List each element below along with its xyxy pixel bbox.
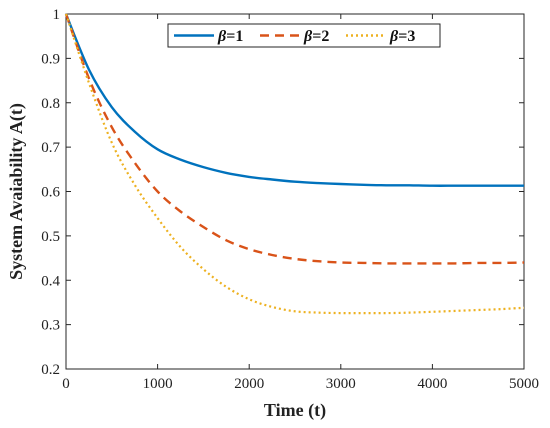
legend-label-3: β=3 — [389, 28, 415, 45]
y-tick-label: 0.3 — [41, 318, 60, 334]
x-tick-label: 1000 — [143, 376, 173, 392]
y-axis-title: System Avaiability A(t) — [6, 103, 27, 280]
legend-label-1: β=1 — [217, 28, 243, 45]
y-tick-label: 0.7 — [41, 140, 60, 156]
legend-box — [167, 23, 441, 48]
x-tick-label: 3000 — [326, 376, 356, 392]
y-tick-label: 0.9 — [41, 51, 60, 67]
series-line-1 — [64, 13, 524, 187]
y-tick-label: 0.2 — [41, 362, 60, 378]
series-lines — [64, 13, 525, 315]
y-tick-label: 0.4 — [41, 273, 60, 289]
y-tick-label: 0.8 — [41, 96, 60, 112]
y-tick-label: 0.5 — [41, 229, 60, 245]
x-axis-title: Time (t) — [264, 400, 326, 421]
plot-area-frame — [65, 13, 525, 370]
axis-ticks: 0 1000 2000 3000 4000 5000 0.2 0.3 0.4 0.5 0.6 0.7 0… — [41, 7, 539, 392]
legend: β=1 β=2 β=3 — [167, 23, 441, 48]
y-tick-label: 0.6 — [41, 185, 60, 201]
legend-label-2: β=2 — [303, 28, 329, 45]
series-line-2 — [64, 13, 525, 265]
x-tick-label: 5000 — [509, 376, 539, 392]
x-tick-label: 4000 — [417, 376, 447, 392]
y-tick-label: 1 — [53, 7, 61, 23]
x-tick-label: 0 — [62, 376, 70, 392]
x-tick-label: 2000 — [234, 376, 264, 392]
series-line-3 — [64, 13, 525, 315]
